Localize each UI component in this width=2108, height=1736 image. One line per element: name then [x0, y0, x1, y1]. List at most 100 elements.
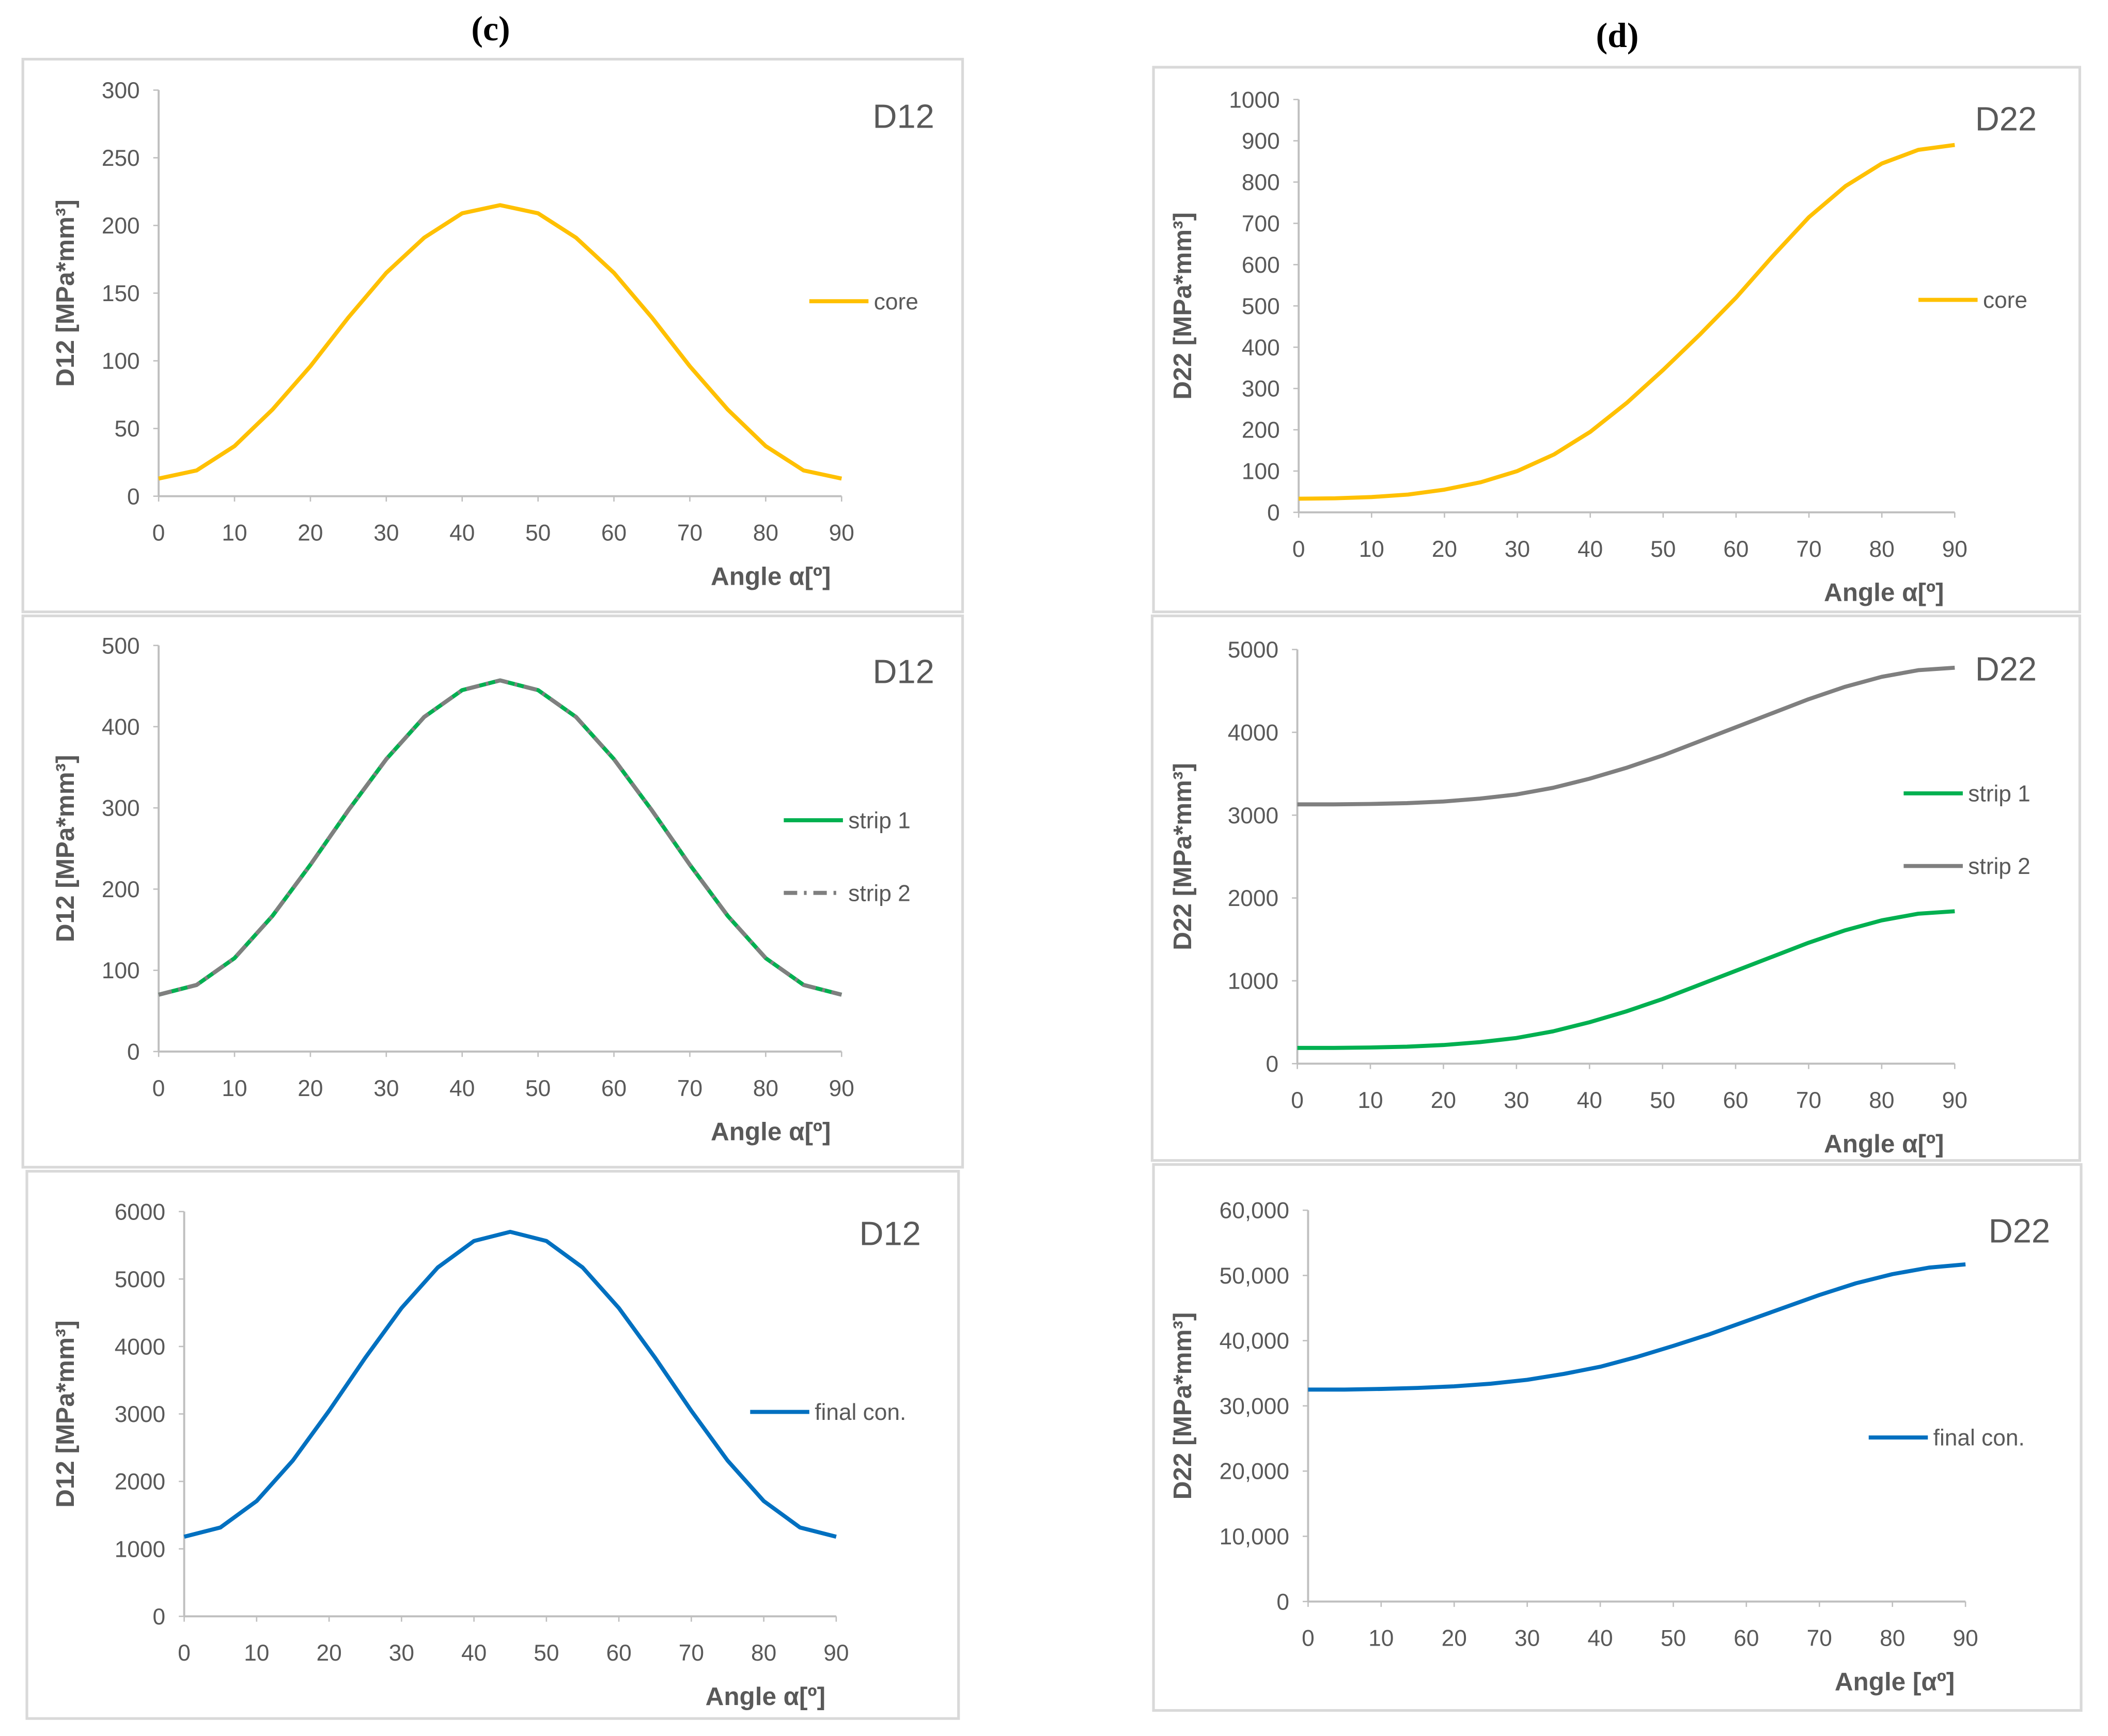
x-tick-label: 80	[753, 1076, 778, 1101]
x-tick-label: 30	[1514, 1626, 1540, 1651]
data-line	[1297, 665, 1955, 807]
y-tick-label: 200	[102, 877, 140, 902]
chart: 0 50 100 150 200 250 300 0 10 20 30 40 50 60 70 80 90 D12…	[21, 57, 964, 614]
x-tick-label: 90	[1942, 1088, 1968, 1113]
y-tick-label: 20,000	[1220, 1459, 1289, 1484]
x-axis-title: Angle α[º]	[711, 1118, 831, 1146]
x-tick-label: 20	[1442, 1626, 1467, 1651]
chart-frame	[21, 614, 964, 1169]
x-tick-label: 20	[316, 1640, 341, 1666]
x-tick-label: 60	[601, 521, 627, 546]
x-tick-label: 90	[823, 1640, 849, 1666]
x-tick-label: 60	[1734, 1626, 1759, 1651]
x-tick-label: 0	[1292, 537, 1305, 562]
data-line	[183, 1229, 837, 1539]
x-tick-label: 0	[152, 521, 165, 546]
legend-label: final con.	[1933, 1426, 2025, 1451]
y-tick-label: 200	[1242, 418, 1280, 443]
annotation: D12	[873, 97, 934, 135]
y-axis-title: D12 [MPa*mm³]	[51, 755, 80, 942]
x-tick-label: 30	[389, 1640, 414, 1666]
y-tick-label: 200	[102, 213, 140, 239]
annotation: D22	[1975, 100, 2037, 138]
chart-frame	[1150, 614, 2081, 1162]
x-tick-label: 80	[1869, 537, 1895, 562]
y-tick-label: 6000	[115, 1199, 165, 1225]
chart: 0 100 200 300 400 500 0 10 20 30 40 50 60 70 80 90 D12 An…	[21, 614, 964, 1169]
x-tick-label: 80	[751, 1640, 776, 1666]
chart: 0 10,000 20,000 30,000 40,000 50,000 60,000 0 10…	[1152, 1163, 2083, 1712]
x-tick-label: 50	[1650, 537, 1676, 562]
x-tick-label: 10	[244, 1640, 269, 1666]
chart: 0 1000 2000 3000 4000 5000 6000 0 10 20 30 40 50 60 70…	[25, 1169, 960, 1720]
chart: 0 1000 2000 3000 4000 5000 0 10 20 30 40 50 60 70 80 90…	[1150, 614, 2081, 1162]
y-tick-label: 5000	[1228, 637, 1278, 663]
y-tick-label: 0	[153, 1604, 166, 1630]
x-tick-label: 40	[1577, 1088, 1602, 1113]
x-tick-label: 70	[1807, 1626, 1832, 1651]
y-tick-label: 500	[1242, 294, 1280, 319]
y-tick-label: 100	[1242, 459, 1280, 484]
x-tick-label: 0	[1302, 1626, 1315, 1651]
x-tick-label: 30	[1505, 537, 1530, 562]
x-tick-label: 20	[1431, 1088, 1456, 1113]
y-tick-label: 0	[127, 1039, 140, 1065]
x-tick-label: 30	[373, 1076, 399, 1101]
x-tick-label: 10	[222, 1076, 247, 1101]
x-axis-title: Angle α[º]	[711, 562, 831, 590]
data-line	[1297, 909, 1955, 1050]
y-tick-label: 300	[102, 796, 140, 821]
x-tick-label: 50	[1650, 1088, 1675, 1113]
x-tick-label: 80	[753, 521, 778, 546]
y-tick-label: 0	[1266, 1052, 1279, 1077]
y-tick-label: 50,000	[1220, 1263, 1289, 1289]
chart-frame	[1152, 66, 2081, 614]
x-tick-label: 20	[298, 521, 323, 546]
x-tick-label: 40	[1578, 537, 1603, 562]
y-axis-title: D22 [MPa*mm³]	[1168, 1312, 1197, 1500]
y-tick-label: 50	[114, 416, 139, 442]
x-tick-label: 70	[1796, 1088, 1821, 1113]
x-tick-label: 30	[1504, 1088, 1529, 1113]
y-tick-label: 150	[102, 281, 140, 306]
x-tick-label: 90	[1942, 537, 1968, 562]
y-tick-label: 4000	[1228, 720, 1278, 745]
x-tick-label: 60	[606, 1640, 631, 1666]
y-tick-label: 60,000	[1220, 1198, 1289, 1224]
x-tick-label: 70	[677, 521, 702, 546]
x-tick-label: 50	[525, 521, 551, 546]
x-tick-label: 0	[152, 1076, 165, 1101]
data-line	[1308, 1262, 1966, 1392]
x-tick-label: 90	[1953, 1626, 1978, 1651]
y-tick-label: 400	[102, 714, 140, 740]
x-tick-label: 0	[178, 1640, 191, 1666]
y-tick-label: 40,000	[1220, 1328, 1289, 1354]
x-axis-title: Angle α[º]	[1824, 1130, 1944, 1158]
y-tick-label: 900	[1242, 129, 1280, 154]
data-line	[158, 678, 842, 997]
y-axis-title: D12 [MPa*mm³]	[51, 199, 80, 387]
x-tick-label: 70	[1796, 537, 1821, 562]
x-tick-label: 50	[525, 1076, 551, 1101]
y-tick-label: 4000	[115, 1334, 165, 1359]
y-tick-label: 500	[102, 633, 140, 659]
x-tick-label: 40	[1587, 1626, 1613, 1651]
y-tick-label: 400	[1242, 335, 1280, 361]
chart-frame	[21, 57, 964, 614]
y-tick-label: 300	[102, 78, 140, 103]
y-tick-label: 0	[1267, 501, 1280, 526]
x-tick-label: 0	[1291, 1088, 1304, 1113]
y-tick-label: 700	[1242, 211, 1280, 237]
x-tick-label: 10	[1368, 1626, 1394, 1651]
x-tick-label: 90	[829, 1076, 854, 1101]
x-tick-label: 40	[449, 521, 475, 546]
x-tick-label: 60	[601, 1076, 627, 1101]
x-tick-label: 20	[1432, 537, 1457, 562]
x-tick-label: 80	[1869, 1088, 1894, 1113]
x-tick-label: 70	[679, 1640, 704, 1666]
annotation: D22	[1975, 650, 2037, 687]
y-tick-label: 0	[1276, 1589, 1289, 1615]
x-tick-label: 80	[1880, 1626, 1905, 1651]
